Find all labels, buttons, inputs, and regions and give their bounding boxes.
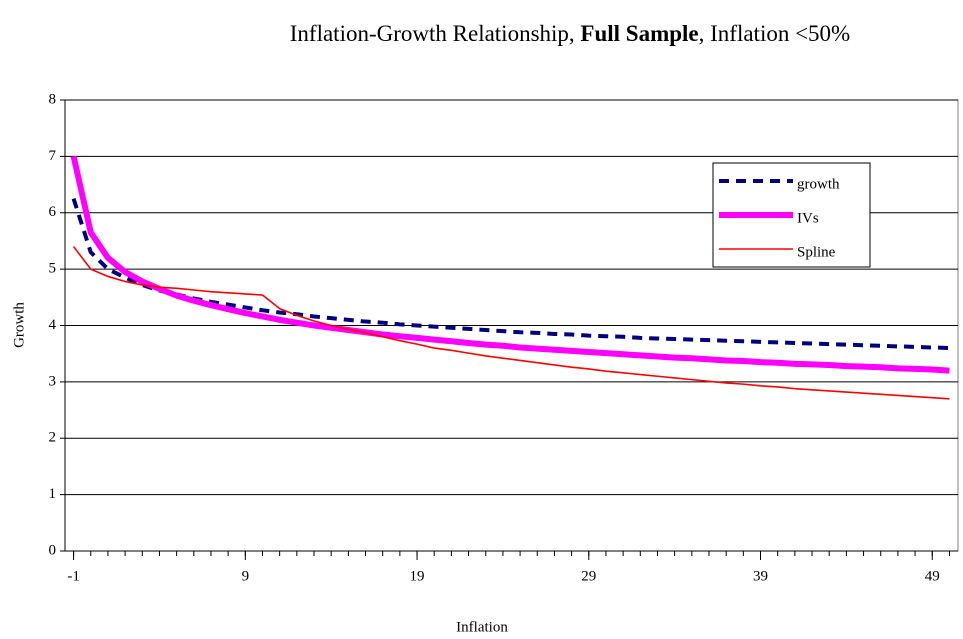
legend-label: growth — [797, 176, 840, 192]
legend-label: Spline — [797, 244, 836, 260]
y-tick-label: 4 — [49, 317, 57, 333]
y-tick-label: 8 — [49, 91, 57, 107]
y-tick-label: 7 — [49, 148, 57, 164]
y-tick-label: 1 — [49, 486, 57, 502]
x-tick-label: 19 — [410, 568, 425, 584]
title-text: Inflation-Growth Relationship, — [290, 21, 575, 46]
y-axis-label: Growth — [11, 302, 27, 348]
chart-title: Inflation-Growth Relationship, Full Samp… — [290, 21, 850, 46]
title-bold: Full Sample — [580, 21, 698, 46]
x-axis-label: Inflation — [456, 619, 508, 635]
series-line — [71, 198, 950, 351]
x-tick-label: 49 — [925, 568, 940, 584]
x-tick-label: 29 — [581, 568, 596, 584]
legend: growth IVs Spline — [712, 162, 871, 268]
legend-label: IVs — [797, 210, 819, 226]
title-text: , Inflation <50% — [699, 21, 851, 46]
x-tick-label: 9 — [242, 568, 250, 584]
y-tick-label: 0 — [49, 542, 57, 558]
y-tick-label: 5 — [49, 261, 57, 277]
y-tick-label: 6 — [49, 204, 57, 220]
x-tick-label: 39 — [753, 568, 768, 584]
series-line — [72, 246, 950, 400]
y-tick-label: 2 — [49, 430, 57, 446]
y-tick-label: 3 — [49, 373, 57, 389]
series-line — [70, 155, 950, 374]
x-tick-label: -1 — [67, 568, 80, 584]
